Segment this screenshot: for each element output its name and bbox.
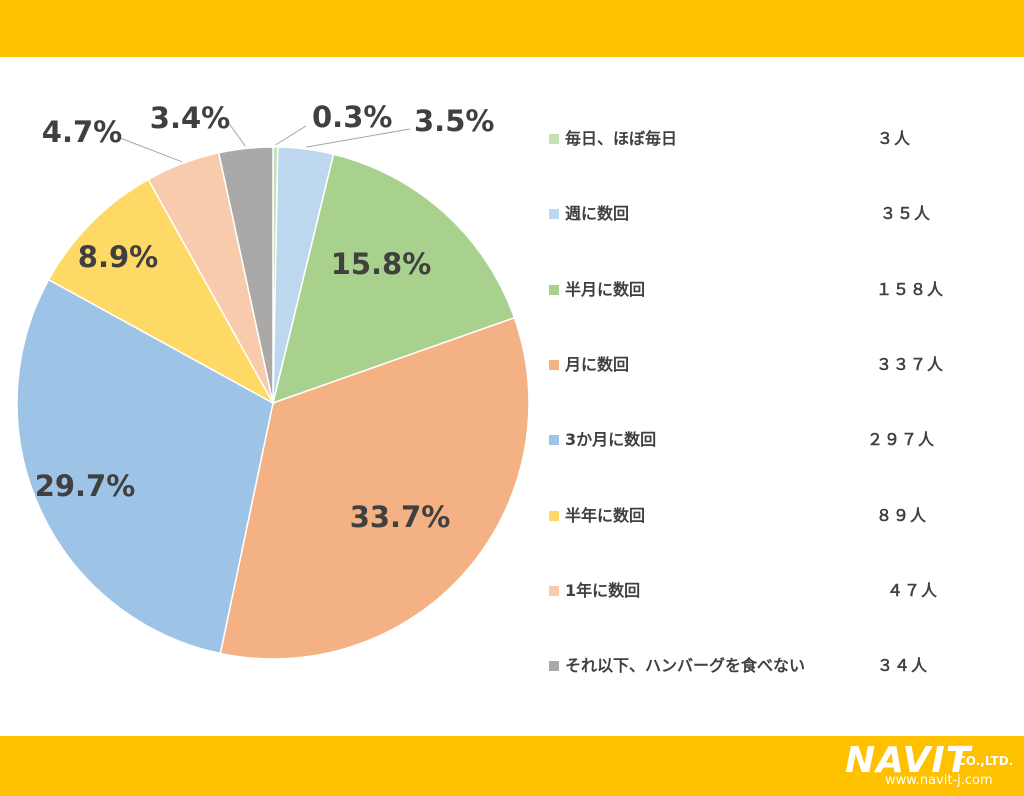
legend-count: ４７人 — [887, 580, 939, 600]
legend-count: ３５人 — [880, 204, 932, 224]
company-logo: NAVIT CO.,LTD. www.navit-j.com — [845, 740, 1020, 792]
pie-slice — [219, 316, 530, 660]
legend-count: ８９人 — [876, 505, 928, 525]
legend-label: 毎日、ほぼ毎日 — [565, 129, 678, 148]
legend-label: 3か月に数回 — [565, 430, 657, 450]
bottom-banner — [0, 736, 1024, 796]
legend-swatch — [549, 359, 559, 370]
data-label: 3.5% — [414, 104, 494, 138]
legend-count: １５８人 — [876, 279, 945, 299]
data-label: 8.9% — [78, 240, 158, 274]
legend-swatch — [549, 134, 559, 144]
data-label: 29.7% — [35, 469, 136, 503]
data-label: 33.7% — [350, 500, 451, 534]
pie-slice — [271, 153, 516, 405]
logo-suffix: CO.,LTD. — [957, 754, 1014, 768]
leader-line — [119, 137, 182, 163]
legend-count: ２９７人 — [867, 430, 936, 450]
legend-label: 1年に数回 — [565, 580, 641, 600]
pie-chart: 0.3% 3.5% 15.8% 33.7% 29.7% 8.9% 4.7% 3.4% — [16, 100, 530, 660]
leader-line — [227, 121, 246, 147]
legend-label: 週に数回 — [565, 204, 630, 224]
pie-slice — [16, 278, 274, 655]
legend-count: ３３７人 — [876, 354, 945, 374]
pie-slice — [217, 146, 274, 404]
legend-count: ３４人 — [877, 656, 929, 676]
data-label: 4.7% — [42, 115, 122, 149]
leader-line — [306, 128, 411, 148]
data-label: 0.3% — [312, 100, 392, 134]
legend-label: 半年に数回 — [565, 505, 646, 525]
legend-swatch — [549, 284, 559, 295]
legend-swatch — [549, 510, 559, 521]
legend-label: それ以下、ハンバーグを食べない — [565, 656, 806, 676]
legend-swatch — [549, 661, 559, 672]
legend-count: ３人 — [877, 129, 912, 148]
pie-slice — [47, 178, 275, 405]
legend-label: 月に数回 — [565, 354, 630, 374]
legend-swatch — [549, 435, 559, 446]
data-label: 15.8% — [331, 247, 432, 281]
top-banner — [0, 0, 1024, 57]
legend-label: 半月に数回 — [565, 279, 646, 299]
logo-brand: NAVIT — [845, 740, 972, 781]
legend-swatch — [549, 585, 559, 596]
leader-line — [275, 125, 307, 146]
data-label: 3.4% — [150, 101, 230, 135]
legend-swatch — [549, 209, 559, 220]
logo-url: www.navit-j.com — [885, 773, 993, 788]
